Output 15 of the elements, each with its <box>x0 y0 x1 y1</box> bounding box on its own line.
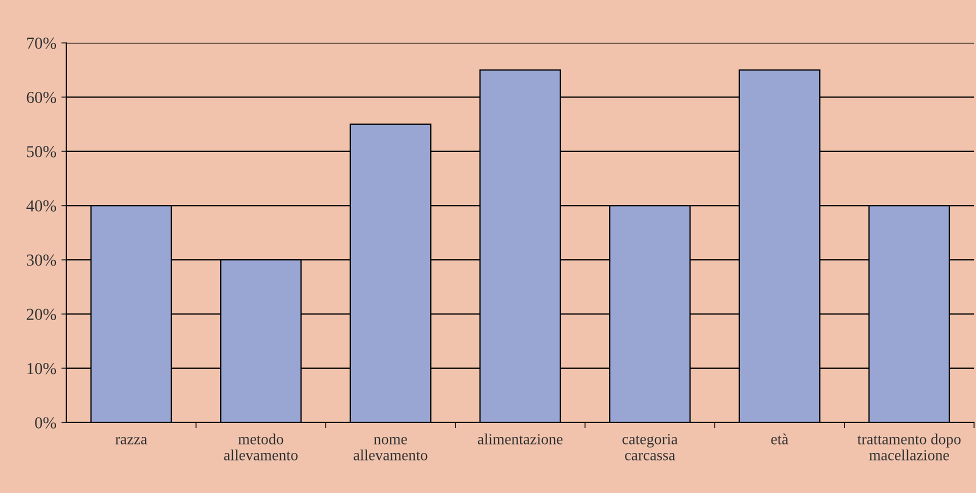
y-tick-label: 20% <box>26 308 56 320</box>
x-tick-label: categoria carcassa <box>622 434 678 460</box>
y-tick-label: 50% <box>27 146 56 158</box>
x-tick-label: razza <box>115 437 148 444</box>
y-tick-label: 70% <box>27 38 56 49</box>
x-tick-label: metodo allevamento <box>224 434 298 460</box>
y-tick-label: 40% <box>26 200 56 212</box>
x-tick-label: trattamento dopo macellazione <box>857 434 961 460</box>
x-tick-label: alimentazione <box>478 434 563 444</box>
x-tick-label: nome allevamento <box>354 437 428 460</box>
y-tick-label: 30% <box>26 254 56 266</box>
y-tick-label: 60% <box>26 92 56 104</box>
y-tick-label: 0% <box>35 417 56 428</box>
y-tick-label: 10% <box>28 362 56 374</box>
x-tick-label: età <box>771 434 788 444</box>
